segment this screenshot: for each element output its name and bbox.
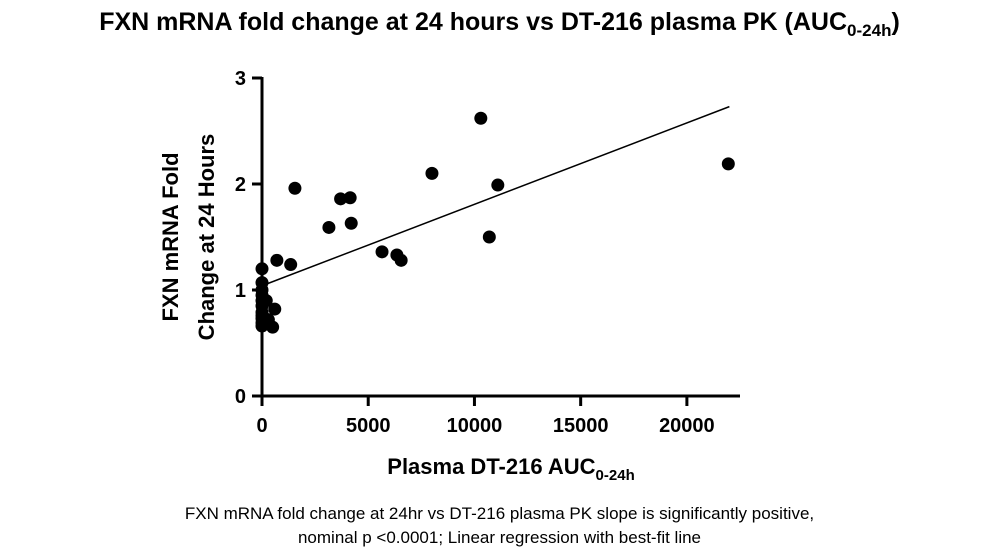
data-point	[266, 320, 280, 334]
data-points	[255, 111, 735, 334]
data-point	[474, 111, 488, 125]
data-point	[721, 157, 735, 171]
chart-title-subscript: 0-24h	[847, 21, 892, 40]
x-tick-label: 5000	[346, 415, 391, 437]
data-point	[343, 191, 357, 205]
x-axis-label-main: Plasma DT-216 AUC	[387, 454, 595, 479]
data-point	[270, 253, 284, 267]
data-point	[425, 166, 439, 180]
chart-title: FXN mRNA fold change at 24 hours vs DT-2…	[0, 8, 999, 41]
data-point	[255, 262, 269, 276]
footnote-line-1: FXN mRNA fold change at 24hr vs DT-216 p…	[184, 504, 815, 523]
footnote-line-2: nominal p <0.0001; Linear regression wit…	[297, 528, 702, 547]
data-point	[394, 253, 408, 267]
regression-line-group	[261, 105, 730, 287]
data-point	[491, 178, 505, 192]
data-point	[344, 216, 358, 230]
y-tick-label: 0	[235, 386, 246, 408]
regression-line	[261, 105, 730, 287]
x-axis-label: Plasma DT-216 AUC0-24h	[387, 454, 634, 484]
y-tick-label: 3	[235, 68, 246, 90]
y-tick-label: 1	[235, 280, 246, 302]
x-tick-label: 20000	[659, 415, 715, 437]
x-tick-label: 10000	[447, 415, 503, 437]
chart-title-tail: )	[891, 8, 900, 36]
y-tick-label: 2	[235, 174, 246, 196]
scatter-plot: 0 1 2 3 0 5000 10000 15000 20000 Plasma DT-216 A…	[158, 68, 740, 484]
chart-title-main: FXN mRNA fold change at 24 hours vs DT-2…	[99, 8, 848, 36]
data-point	[482, 230, 496, 244]
axes: 0 1 2 3 0 5000 10000 15000 20000	[235, 68, 740, 437]
data-point	[375, 245, 389, 259]
axis-labels: Plasma DT-216 AUC0-24h FXN mRNA Fold Chang…	[158, 134, 635, 484]
data-point	[334, 192, 348, 206]
x-axis-label-subscript: 0-24h	[596, 467, 635, 484]
y-axis-label-line-1: FXN mRNA Fold	[158, 152, 183, 321]
data-point	[259, 294, 273, 308]
y-axis-label-line-2: Change at 24 Hours	[194, 134, 219, 341]
x-tick-label: 0	[256, 415, 267, 437]
data-point	[288, 181, 302, 195]
x-tick-label: 15000	[553, 415, 609, 437]
data-point	[322, 220, 336, 234]
data-point	[284, 258, 298, 272]
data-point	[268, 302, 282, 316]
